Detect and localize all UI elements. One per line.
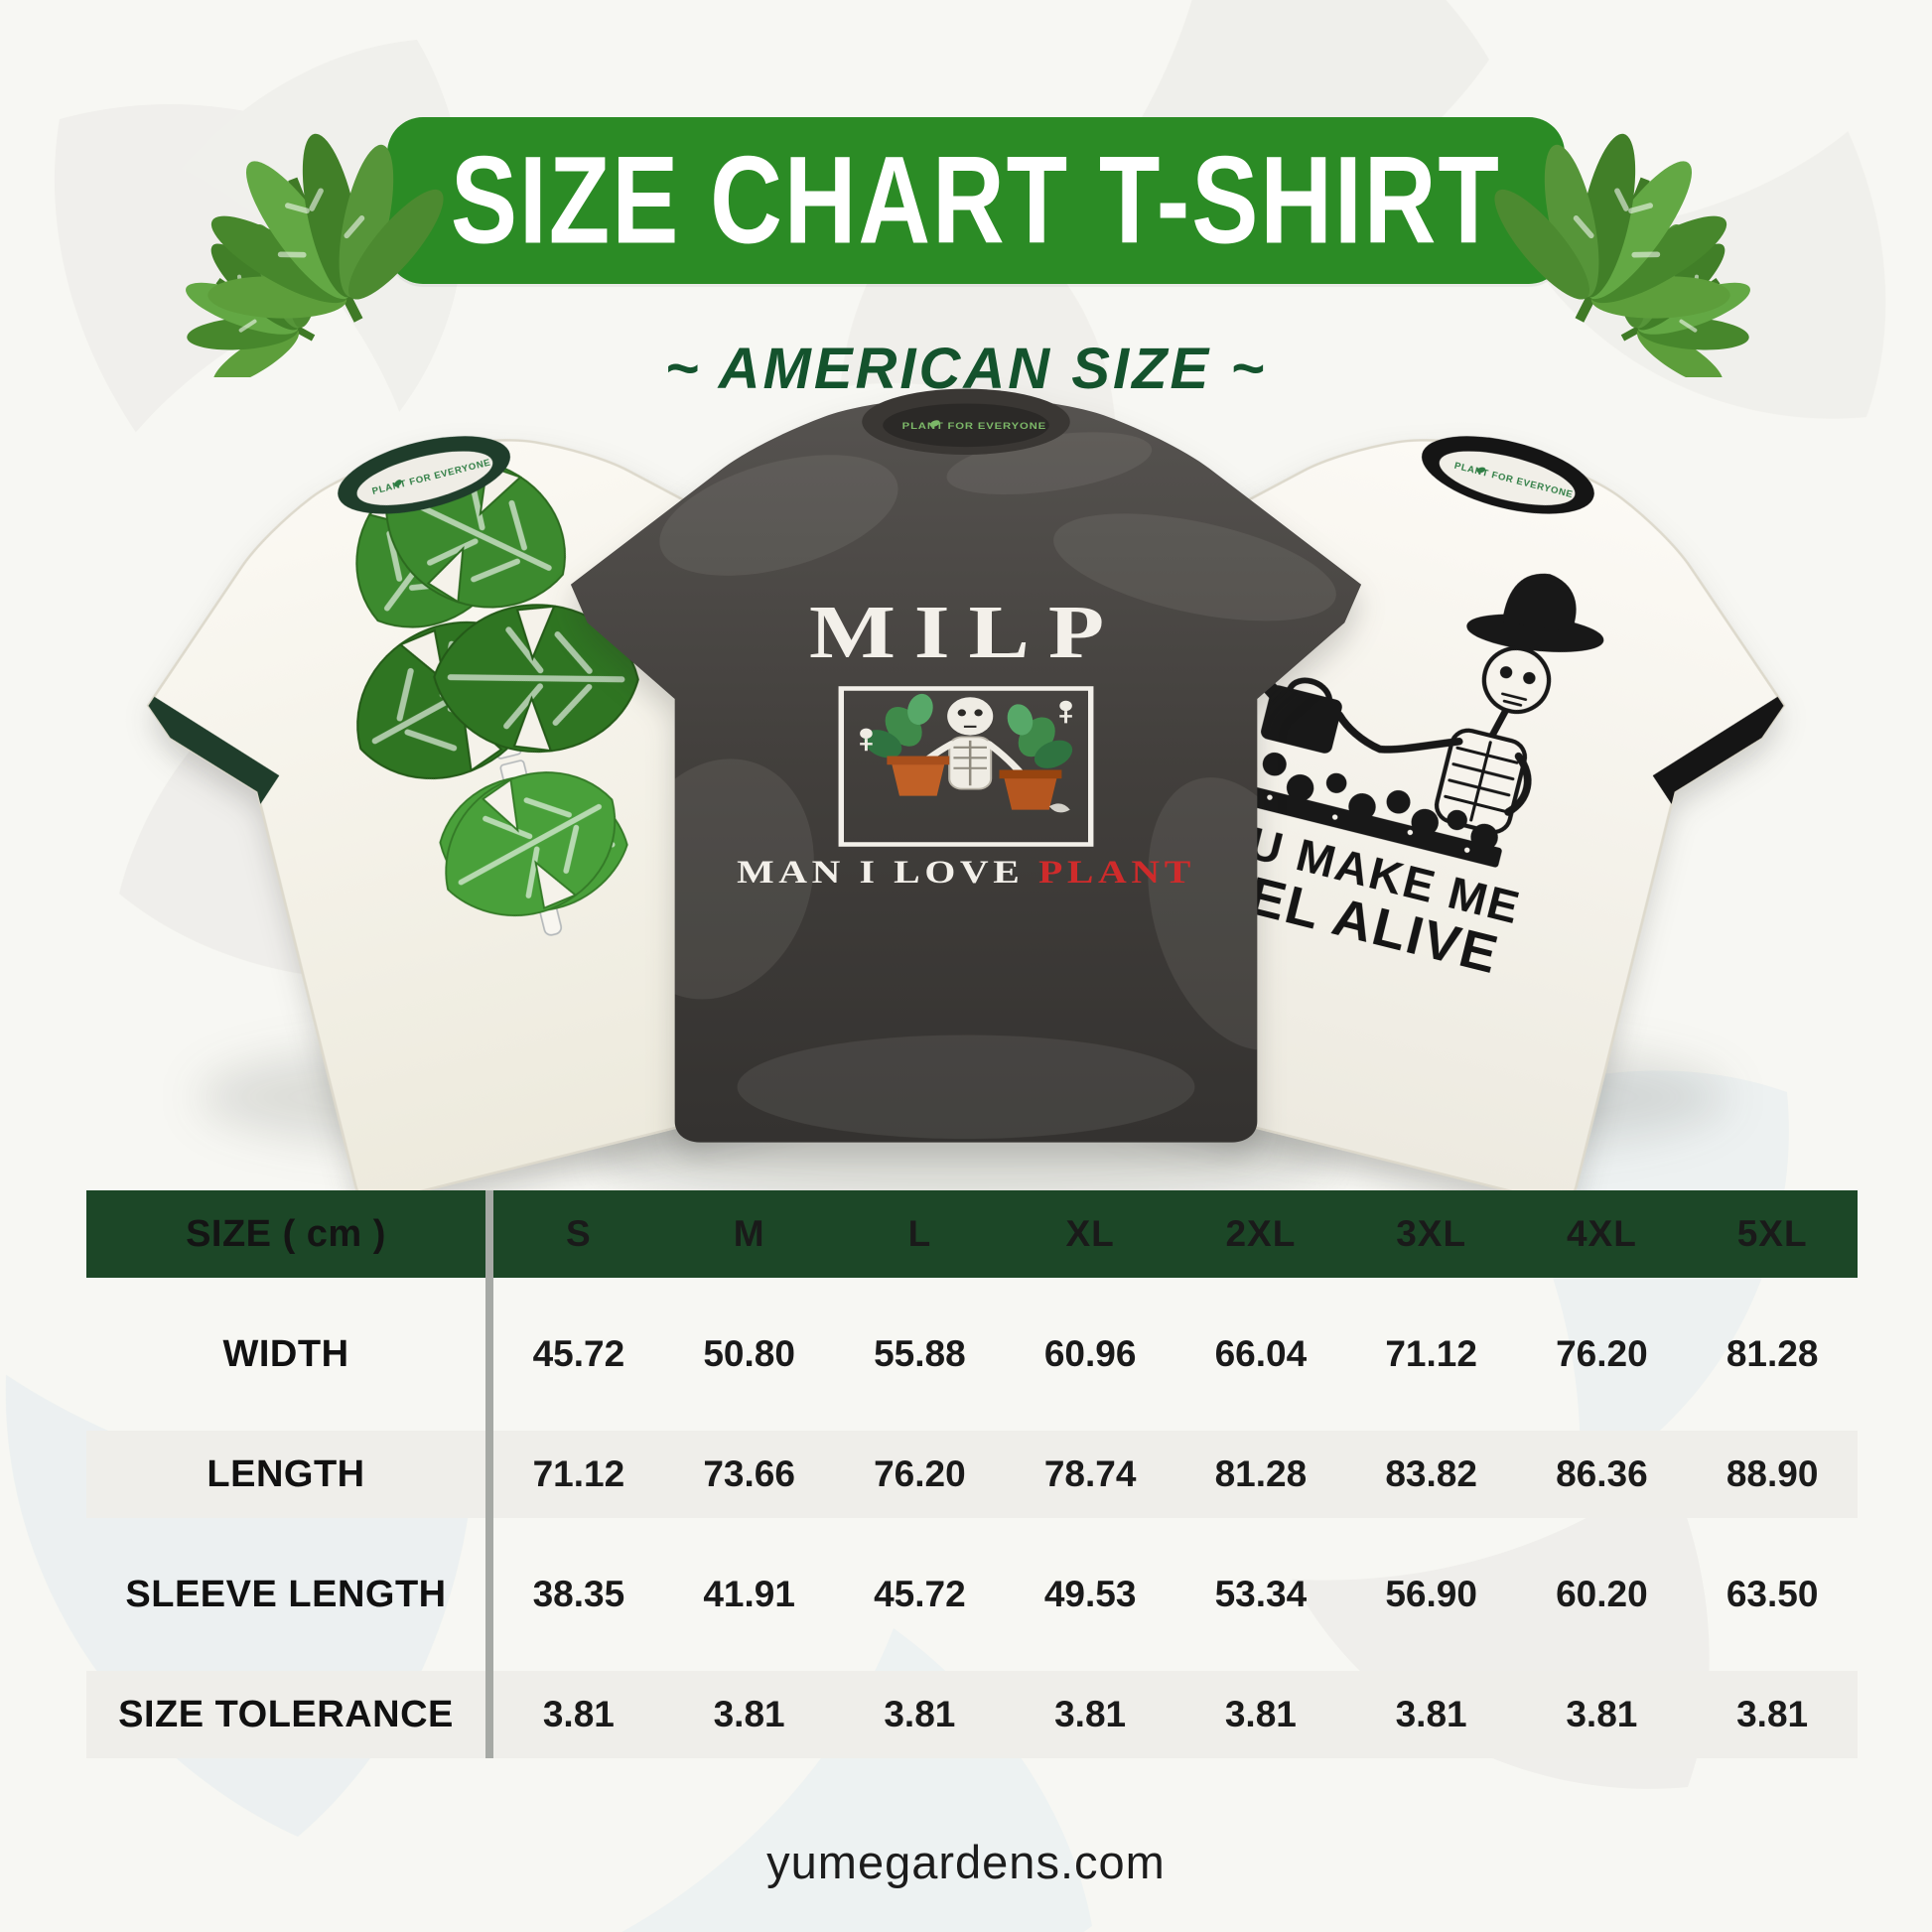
row-label: SLEEVE LENGTH xyxy=(125,1573,447,1615)
row-label: LENGTH xyxy=(207,1452,365,1495)
table-column-divider xyxy=(485,1190,493,1758)
sleeve-5xl: 63.50 xyxy=(1725,1574,1819,1614)
neck-label: PLANT FOR EVERYONE xyxy=(902,420,1046,432)
skeleton-with-plants xyxy=(860,693,1073,813)
length-4xl: 86.36 xyxy=(1556,1453,1648,1494)
design-frame xyxy=(838,686,1094,847)
size-header-m: M xyxy=(733,1213,765,1254)
tolerance-5xl: 3.81 xyxy=(1736,1694,1809,1734)
collar-inner xyxy=(1439,451,1576,505)
plant-logo-icon xyxy=(929,420,940,427)
length-5xl: 88.90 xyxy=(1725,1453,1819,1494)
design-title: MILP xyxy=(809,590,1123,674)
table-row-length: LENGTH 71.12 73.66 76.20 78.74 81.28 83.… xyxy=(86,1431,1858,1518)
monstera-leaf-left-icon xyxy=(145,88,483,377)
tshirt-milp: MILP xyxy=(570,388,1362,1143)
sleeve-m: 41.91 xyxy=(703,1574,795,1614)
length-s: 71.12 xyxy=(532,1453,625,1494)
table-row-sleeve-length: SLEEVE LENGTH 38.35 41.91 45.72 49.53 53… xyxy=(86,1551,1858,1638)
width-3xl: 71.12 xyxy=(1385,1333,1477,1374)
row-label: SIZE TOLERANCE xyxy=(118,1693,454,1735)
page-title: SIZE CHART T-SHIRT xyxy=(451,130,1501,270)
collar-inner xyxy=(883,403,1049,448)
size-header-5xl: 5XL xyxy=(1736,1213,1808,1254)
sleeve-4xl: 60.20 xyxy=(1556,1574,1648,1614)
width-m: 50.80 xyxy=(703,1333,795,1374)
monstera-leaf-right-icon xyxy=(1454,88,1791,377)
length-xl: 78.74 xyxy=(1043,1453,1137,1494)
caption-white: MAN I LOVE xyxy=(737,853,1038,890)
tolerance-l: 3.81 xyxy=(884,1694,956,1734)
title-banner: SIZE CHART T-SHIRT xyxy=(387,117,1565,284)
neck-label-text: PLANT FOR EVERYONE xyxy=(902,422,1046,432)
length-l: 76.20 xyxy=(874,1453,966,1494)
website-url: yumegardens.com xyxy=(766,1836,1166,1888)
tolerance-m: 3.81 xyxy=(713,1694,785,1734)
table-header-row: SIZE ( cm ) S M L XL 2XL 3XL 4XL 5XL xyxy=(86,1190,1858,1278)
sleeve-3xl: 56.90 xyxy=(1385,1574,1477,1614)
sleeve-xl: 49.53 xyxy=(1043,1574,1137,1614)
plant-logo-icon xyxy=(394,480,402,487)
table-row-size-tolerance: SIZE TOLERANCE 3.81 3.81 3.81 3.81 3.81 … xyxy=(86,1671,1858,1758)
size-table: SIZE ( cm ) S M L XL 2XL 3XL 4XL 5XL WID… xyxy=(86,1190,1858,1758)
width-2xl: 66.04 xyxy=(1214,1333,1308,1374)
milp-graphic: MILP xyxy=(737,590,1195,890)
collar-inner xyxy=(356,451,493,505)
size-header-xl: XL xyxy=(1065,1213,1115,1254)
length-3xl: 83.82 xyxy=(1385,1453,1477,1494)
sleeve-2xl: 53.34 xyxy=(1214,1574,1308,1614)
width-xl: 60.96 xyxy=(1043,1333,1137,1374)
size-header-cells: S M L XL 2XL 3XL 4XL 5XL xyxy=(493,1190,1858,1278)
width-5xl: 81.28 xyxy=(1725,1333,1819,1374)
width-4xl: 76.20 xyxy=(1556,1333,1648,1374)
size-header-3xl: 3XL xyxy=(1396,1213,1467,1254)
size-header-l: L xyxy=(907,1213,932,1254)
tolerance-4xl: 3.81 xyxy=(1566,1694,1638,1734)
sleeve-l: 45.72 xyxy=(874,1574,966,1614)
length-2xl: 81.28 xyxy=(1214,1453,1308,1494)
width-s: 45.72 xyxy=(532,1333,625,1374)
size-header-s: S xyxy=(566,1213,592,1254)
tolerance-xl: 3.81 xyxy=(1054,1694,1127,1734)
width-l: 55.88 xyxy=(874,1333,966,1374)
tolerance-s: 3.81 xyxy=(542,1694,615,1734)
size-header-4xl: 4XL xyxy=(1566,1213,1637,1254)
cuff-right xyxy=(1652,696,1800,810)
banner-monstera-leaves xyxy=(0,40,1932,377)
sleeve-s: 38.35 xyxy=(532,1574,625,1614)
tolerance-3xl: 3.81 xyxy=(1395,1694,1467,1734)
design-caption: MAN I LOVE PLANT xyxy=(737,853,1195,890)
row-label: WIDTH xyxy=(222,1332,349,1375)
cuff-left xyxy=(132,696,280,810)
length-m: 73.66 xyxy=(703,1453,795,1494)
monstera-lungs-graphic xyxy=(270,386,712,973)
caption-red: PLANT xyxy=(1038,853,1195,890)
size-header-2xl: 2XL xyxy=(1225,1213,1297,1254)
tolerance-2xl: 3.81 xyxy=(1224,1694,1297,1734)
table-row-width: WIDTH 45.72 50.80 55.88 60.96 66.04 71.1… xyxy=(86,1311,1858,1398)
table-header-label: SIZE ( cm ) xyxy=(186,1212,386,1255)
plant-logo-icon xyxy=(1476,467,1486,474)
